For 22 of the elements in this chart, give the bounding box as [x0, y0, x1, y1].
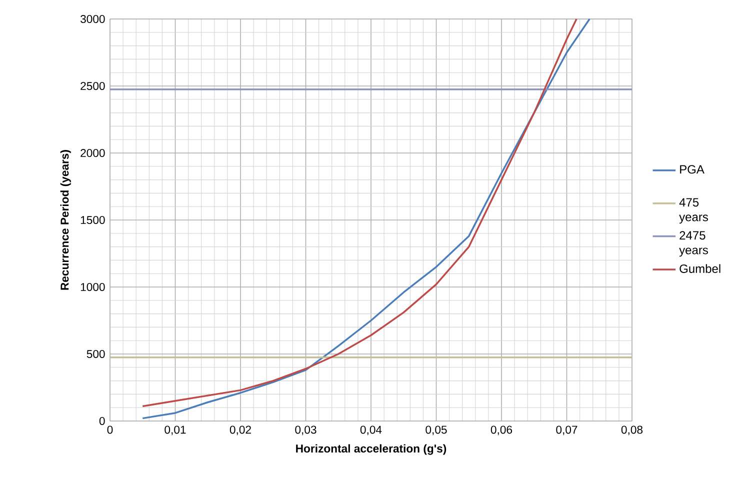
x-tick-label: 0,02: [230, 426, 251, 436]
x-axis-title: Horizontal acceleration (g's): [296, 444, 446, 455]
x-tick-label: 0: [107, 426, 113, 434]
y-tick-label: 500: [86, 350, 105, 358]
y-tick-label: 0: [99, 416, 105, 426]
x-tick-label: 0,07: [556, 426, 578, 436]
y-tick-label: 2500: [80, 82, 105, 90]
x-tick-label: 0,06: [490, 426, 512, 436]
legend-label: Gumbel: [680, 264, 720, 273]
x-tick-label: 0,03: [295, 426, 316, 436]
y-tick-label: 1000: [80, 282, 105, 292]
y-tick-label: 2000: [80, 148, 105, 158]
legend-label: 475 years: [679, 198, 708, 224]
x-tick-label: 0,04: [360, 426, 382, 436]
legend-label: PGA: [680, 165, 704, 174]
x-tick-label: 0,01: [164, 426, 186, 436]
y-tick-label: 3000: [80, 14, 105, 24]
y-axis-title: Recurrence Period (years): [60, 150, 71, 290]
x-tick-label: 0,08: [621, 426, 643, 436]
legend-label: 2475 years: [679, 231, 708, 257]
x-tick-label: 0,05: [426, 426, 447, 436]
y-tick-label: 1500: [80, 216, 105, 224]
